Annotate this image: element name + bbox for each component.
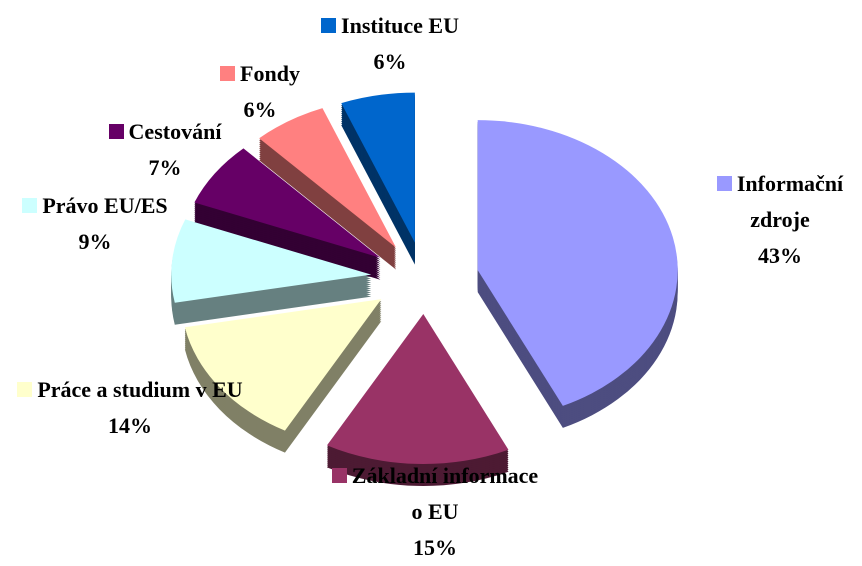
- value-label: 7%: [148, 155, 182, 180]
- page: (() => { const data = JSON.parse(documen…: [0, 0, 862, 554]
- value-label: 6%: [243, 97, 277, 122]
- data-label: Fondy 6%: [185, 56, 335, 128]
- value-label: 15%: [413, 535, 457, 560]
- category-label: Právo EU/ES: [5, 188, 185, 224]
- data-label: Práce a studium v EU 14%: [10, 372, 250, 444]
- category-label: Fondy: [185, 56, 335, 92]
- data-label: Základní informace o EU 15%: [330, 458, 540, 566]
- data-label: Právo EU/ES 9%: [5, 188, 185, 260]
- value-label: 9%: [78, 229, 112, 254]
- slice: [259, 108, 397, 248]
- value-label: 6%: [373, 49, 407, 74]
- slice: [477, 120, 678, 406]
- slice: [326, 313, 509, 464]
- chart: [171, 92, 678, 486]
- slice: [341, 92, 415, 243]
- value-label: 43%: [758, 243, 802, 268]
- slice: [171, 219, 372, 303]
- category-label: Základní informace o EU: [330, 458, 540, 530]
- category-label: Práce a studium v EU: [10, 372, 250, 408]
- slice: [194, 148, 381, 258]
- value-label: 14%: [108, 413, 152, 438]
- category-label: Instituce EU: [295, 8, 485, 44]
- data-label: Cestování 7%: [80, 114, 250, 186]
- data-label: Instituce EU 6%: [295, 8, 485, 80]
- data-label: Informační zdroje 43%: [700, 166, 860, 274]
- category-label: Informační zdroje: [700, 166, 860, 238]
- category-label: Cestování: [80, 114, 250, 150]
